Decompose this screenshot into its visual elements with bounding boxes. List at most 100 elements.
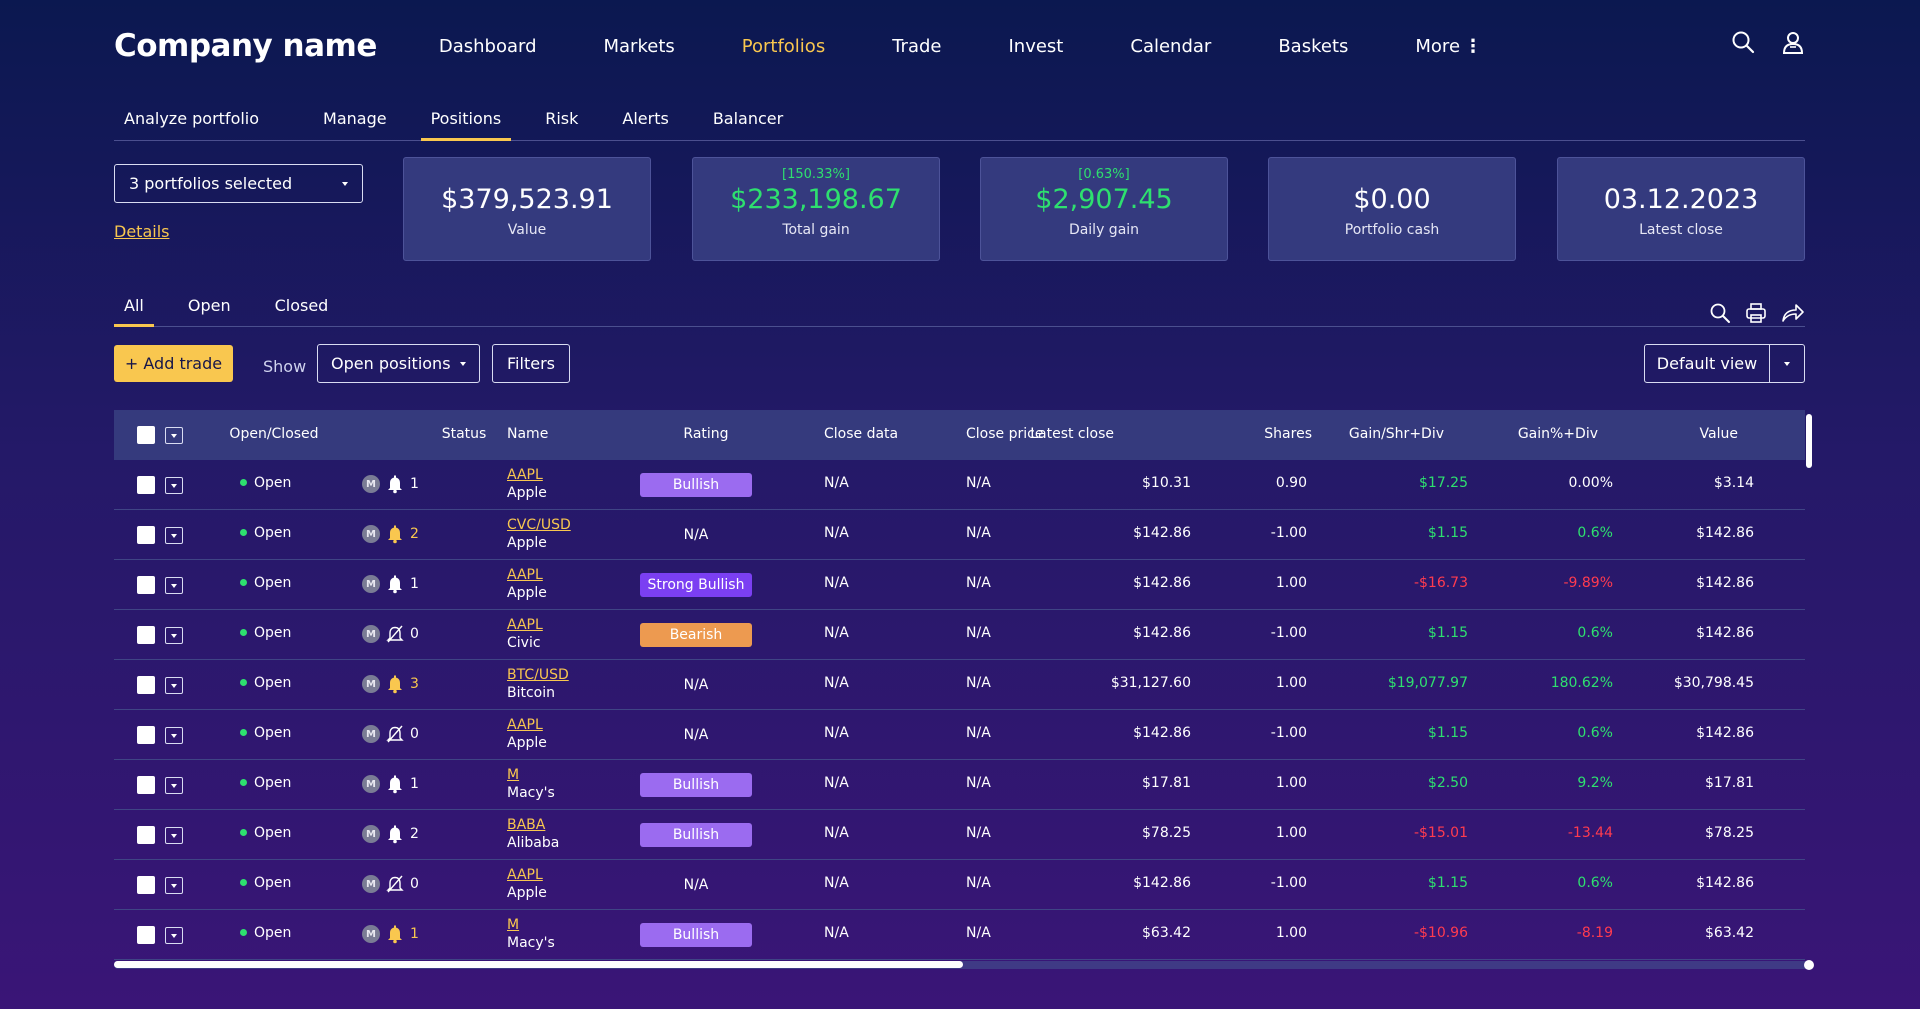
- table-row[interactable]: Open M 1 M Macy's Bullish N/A N/A $17.81 1.00 $2.5…: [114, 760, 1805, 810]
- vertical-scroll-thumb[interactable]: [1806, 414, 1812, 468]
- table-row[interactable]: Open M 2 BABA Alibaba Bullish N/A N/A $78.25 1.00…: [114, 810, 1805, 860]
- tab-risk[interactable]: Risk: [545, 109, 579, 128]
- table-row[interactable]: Open M 1 AAPL Apple Bullish N/A N/A $10.31 0.90 $1…: [114, 460, 1805, 510]
- tab-analyze-portfolio[interactable]: Analyze portfolio: [124, 109, 260, 128]
- column-header-shares[interactable]: Shares: [1264, 426, 1312, 442]
- row-dropdown[interactable]: [165, 877, 183, 894]
- ticker-link[interactable]: M: [507, 767, 520, 783]
- bell-icon[interactable]: [385, 574, 405, 594]
- ticker-link[interactable]: BTC/USD: [507, 667, 569, 683]
- row-dropdown[interactable]: [165, 577, 183, 594]
- value-cell: $142.86: [1696, 725, 1754, 741]
- nav-item-dashboard[interactable]: Dashboard: [439, 36, 537, 57]
- user-icon[interactable]: [1781, 30, 1805, 54]
- bell-icon[interactable]: [385, 474, 405, 494]
- default-view-dropdown[interactable]: [1770, 345, 1804, 382]
- row-dropdown[interactable]: [165, 677, 183, 694]
- nav-item-trade[interactable]: Trade: [892, 36, 941, 57]
- column-header-close-price[interactable]: Close price: [966, 426, 1044, 442]
- table-row[interactable]: Open M 1 M Macy's Bullish N/A N/A $63.42 1.00 -$10…: [114, 910, 1805, 960]
- column-header-latest-close[interactable]: Latest close: [1030, 426, 1114, 442]
- nav-item-markets[interactable]: Markets: [604, 36, 675, 57]
- bell-icon[interactable]: [385, 924, 405, 944]
- row-dropdown[interactable]: [165, 527, 183, 544]
- bell-icon[interactable]: [385, 774, 405, 794]
- row-checkbox[interactable]: [137, 476, 155, 494]
- table-row[interactable]: Open M 0 AAPL Civic Bearish N/A N/A $142.86 -1.00…: [114, 610, 1805, 660]
- row-checkbox[interactable]: [137, 876, 155, 894]
- horizontal-scroll-thumb[interactable]: [114, 961, 963, 968]
- table-row[interactable]: Open M 1 AAPL Apple Strong Bullish N/A N/A $142.…: [114, 560, 1805, 610]
- table-row[interactable]: Open M 2 CVC/USD Apple N/A N/A N/A $142.86 -1.00 $…: [114, 510, 1805, 560]
- row-checkbox[interactable]: [137, 576, 155, 594]
- ticker-link[interactable]: M: [507, 917, 520, 933]
- name-cell: AAPL Apple: [507, 567, 547, 602]
- print-icon[interactable]: [1745, 302, 1767, 328]
- nav-item-more[interactable]: More ⋮: [1415, 36, 1482, 57]
- add-trade-button[interactable]: + Add trade: [114, 345, 233, 382]
- row-checkbox[interactable]: [137, 776, 155, 794]
- row-dropdown[interactable]: [165, 827, 183, 844]
- ticker-link[interactable]: CVC/USD: [507, 517, 571, 533]
- filter-tab-open[interactable]: Open: [187, 296, 231, 315]
- nav-item-baskets[interactable]: Baskets: [1278, 36, 1348, 57]
- nav-item-portfolios[interactable]: Portfolios: [742, 36, 825, 57]
- tab-balancer[interactable]: Balancer: [712, 109, 784, 128]
- nav-item-invest[interactable]: Invest: [1008, 36, 1063, 57]
- row-dropdown[interactable]: [165, 477, 183, 494]
- filters-button[interactable]: Filters: [492, 344, 570, 383]
- row-dropdown[interactable]: [165, 727, 183, 744]
- ticker-link[interactable]: AAPL: [507, 717, 543, 733]
- row-checkbox[interactable]: [137, 626, 155, 644]
- row-checkbox[interactable]: [137, 676, 155, 694]
- bell-off-icon[interactable]: [385, 624, 405, 644]
- row-checkbox[interactable]: [137, 926, 155, 944]
- column-header-gain-div[interactable]: Gain%+Div: [1517, 426, 1598, 442]
- table-row[interactable]: Open M 0 AAPL Apple N/A N/A N/A $142.86 -1.00 $1.1…: [114, 710, 1805, 760]
- column-header-close-data[interactable]: Close data: [824, 426, 899, 442]
- vertical-scrollbar[interactable]: [1805, 410, 1813, 961]
- column-header-name[interactable]: Name: [507, 426, 549, 442]
- column-header-rating[interactable]: Rating: [683, 426, 729, 442]
- tab-manage[interactable]: Manage: [323, 109, 387, 128]
- row-checkbox[interactable]: [137, 526, 155, 544]
- ticker-link[interactable]: BABA: [507, 817, 546, 833]
- bell-off-icon[interactable]: [385, 874, 405, 894]
- bell-icon[interactable]: [385, 674, 405, 694]
- select-all-dropdown[interactable]: [165, 427, 183, 444]
- ticker-link[interactable]: AAPL: [507, 617, 543, 633]
- tab-alerts[interactable]: Alerts: [622, 109, 669, 128]
- show-positions-select[interactable]: Open positions: [317, 344, 480, 383]
- table-row[interactable]: Open M 0 AAPL Apple N/A N/A N/A $142.86 -1.00 $1.1…: [114, 860, 1805, 910]
- search-icon[interactable]: [1731, 30, 1755, 54]
- value-cell: $17.81: [1705, 775, 1754, 791]
- metric-label: Total gain: [782, 222, 850, 238]
- share-icon[interactable]: [1781, 302, 1805, 328]
- row-checkbox[interactable]: [137, 826, 155, 844]
- row-dropdown[interactable]: [165, 627, 183, 644]
- ticker-link[interactable]: AAPL: [507, 867, 543, 883]
- tab-positions[interactable]: Positions: [420, 106, 512, 141]
- column-header-open-closed[interactable]: Open/Closed: [229, 426, 319, 442]
- table-row[interactable]: Open M 3 BTC/USD Bitcoin N/A N/A N/A $31,127.60 1…: [114, 660, 1805, 710]
- column-header-value[interactable]: Value: [1699, 426, 1738, 442]
- portfolio-select[interactable]: 3 portfolios selected: [114, 164, 363, 203]
- bell-icon[interactable]: [385, 524, 405, 544]
- brand-logo[interactable]: Company name: [114, 28, 377, 64]
- bell-off-icon[interactable]: [385, 724, 405, 744]
- column-header-status[interactable]: Status: [441, 426, 487, 442]
- filter-tab-all[interactable]: All: [114, 292, 154, 327]
- default-view-button[interactable]: Default view: [1645, 345, 1770, 382]
- search-icon[interactable]: [1709, 302, 1731, 328]
- row-checkbox[interactable]: [137, 726, 155, 744]
- bell-icon[interactable]: [385, 824, 405, 844]
- row-dropdown[interactable]: [165, 777, 183, 794]
- details-link[interactable]: Details: [114, 222, 170, 241]
- filter-tab-closed[interactable]: Closed: [274, 296, 329, 315]
- row-dropdown[interactable]: [165, 927, 183, 944]
- ticker-link[interactable]: AAPL: [507, 567, 543, 583]
- nav-item-calendar[interactable]: Calendar: [1130, 36, 1211, 57]
- select-all-checkbox[interactable]: [137, 426, 155, 444]
- ticker-link[interactable]: AAPL: [507, 467, 543, 483]
- column-header-gain-shr-div[interactable]: Gain/Shr+Div: [1348, 426, 1444, 442]
